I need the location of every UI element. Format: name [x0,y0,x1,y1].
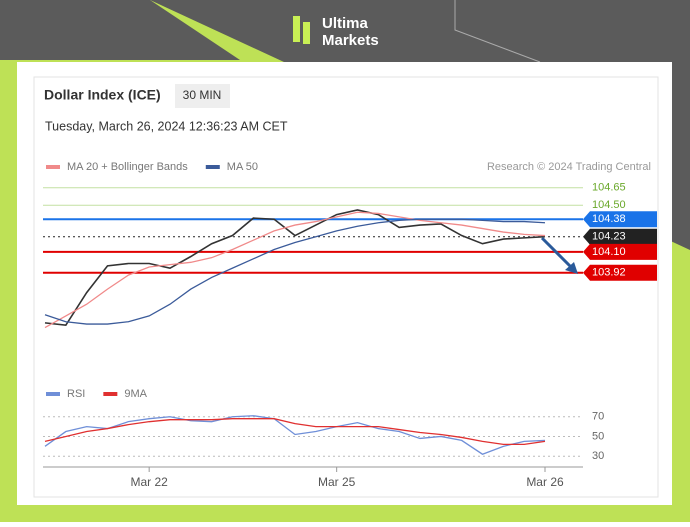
series-line [44,418,546,446]
x-tick-label: Mar 26 [526,475,564,489]
x-tick-label: Mar 25 [318,475,356,489]
legend-swatch [46,392,60,396]
legend-swatch [205,165,220,169]
plot: 104.65 104.50 104.38 104.23 104.10 103.92 MA 2… [43,161,657,489]
y-tick-label: 30 [592,450,604,462]
legend-swatch [103,392,118,396]
level-label: 104.23 [592,231,626,243]
interval-box [175,84,230,108]
level-label: 104.50 [592,199,626,211]
interval: 30 MIN [183,88,222,102]
credit: Research © 2024 Trading Central [487,161,651,173]
series-line [44,218,546,325]
legend-label: MA 20 + Bollinger Bands [67,161,188,173]
series-line [44,209,546,327]
arrow-head [565,262,578,274]
level-label: 103.92 [592,267,626,279]
brand: Ultima [322,15,369,32]
legend-swatch [46,165,60,169]
level-tag [583,228,657,245]
brand: Markets [322,32,379,49]
subtitle: Tuesday, March 26, 2024 12:36:23 AM CET [45,119,288,133]
y-tick-label: 70 [592,411,604,423]
logo-mark [303,22,310,44]
deco-line [454,0,541,63]
chart-title: Dollar Index (ICE) [44,87,161,103]
level-tag [583,211,657,228]
level-tag [583,243,657,260]
logo-mark [293,16,300,42]
x-tick-label: Mar 22 [130,475,168,489]
level-label: 104.10 [592,246,626,258]
legend-label: MA 50 [227,161,258,173]
level-label: 104.38 [592,213,626,225]
arrow [540,236,574,270]
series-line [44,415,546,455]
legend-label: 9MA [124,388,147,400]
level-label: 104.65 [592,182,626,194]
series-line [44,211,546,329]
y-tick-label: 50 [592,430,604,442]
panel [33,76,659,498]
legend-label: RSI [67,388,85,400]
level-tag [583,264,657,281]
accent-cut [0,0,240,60]
